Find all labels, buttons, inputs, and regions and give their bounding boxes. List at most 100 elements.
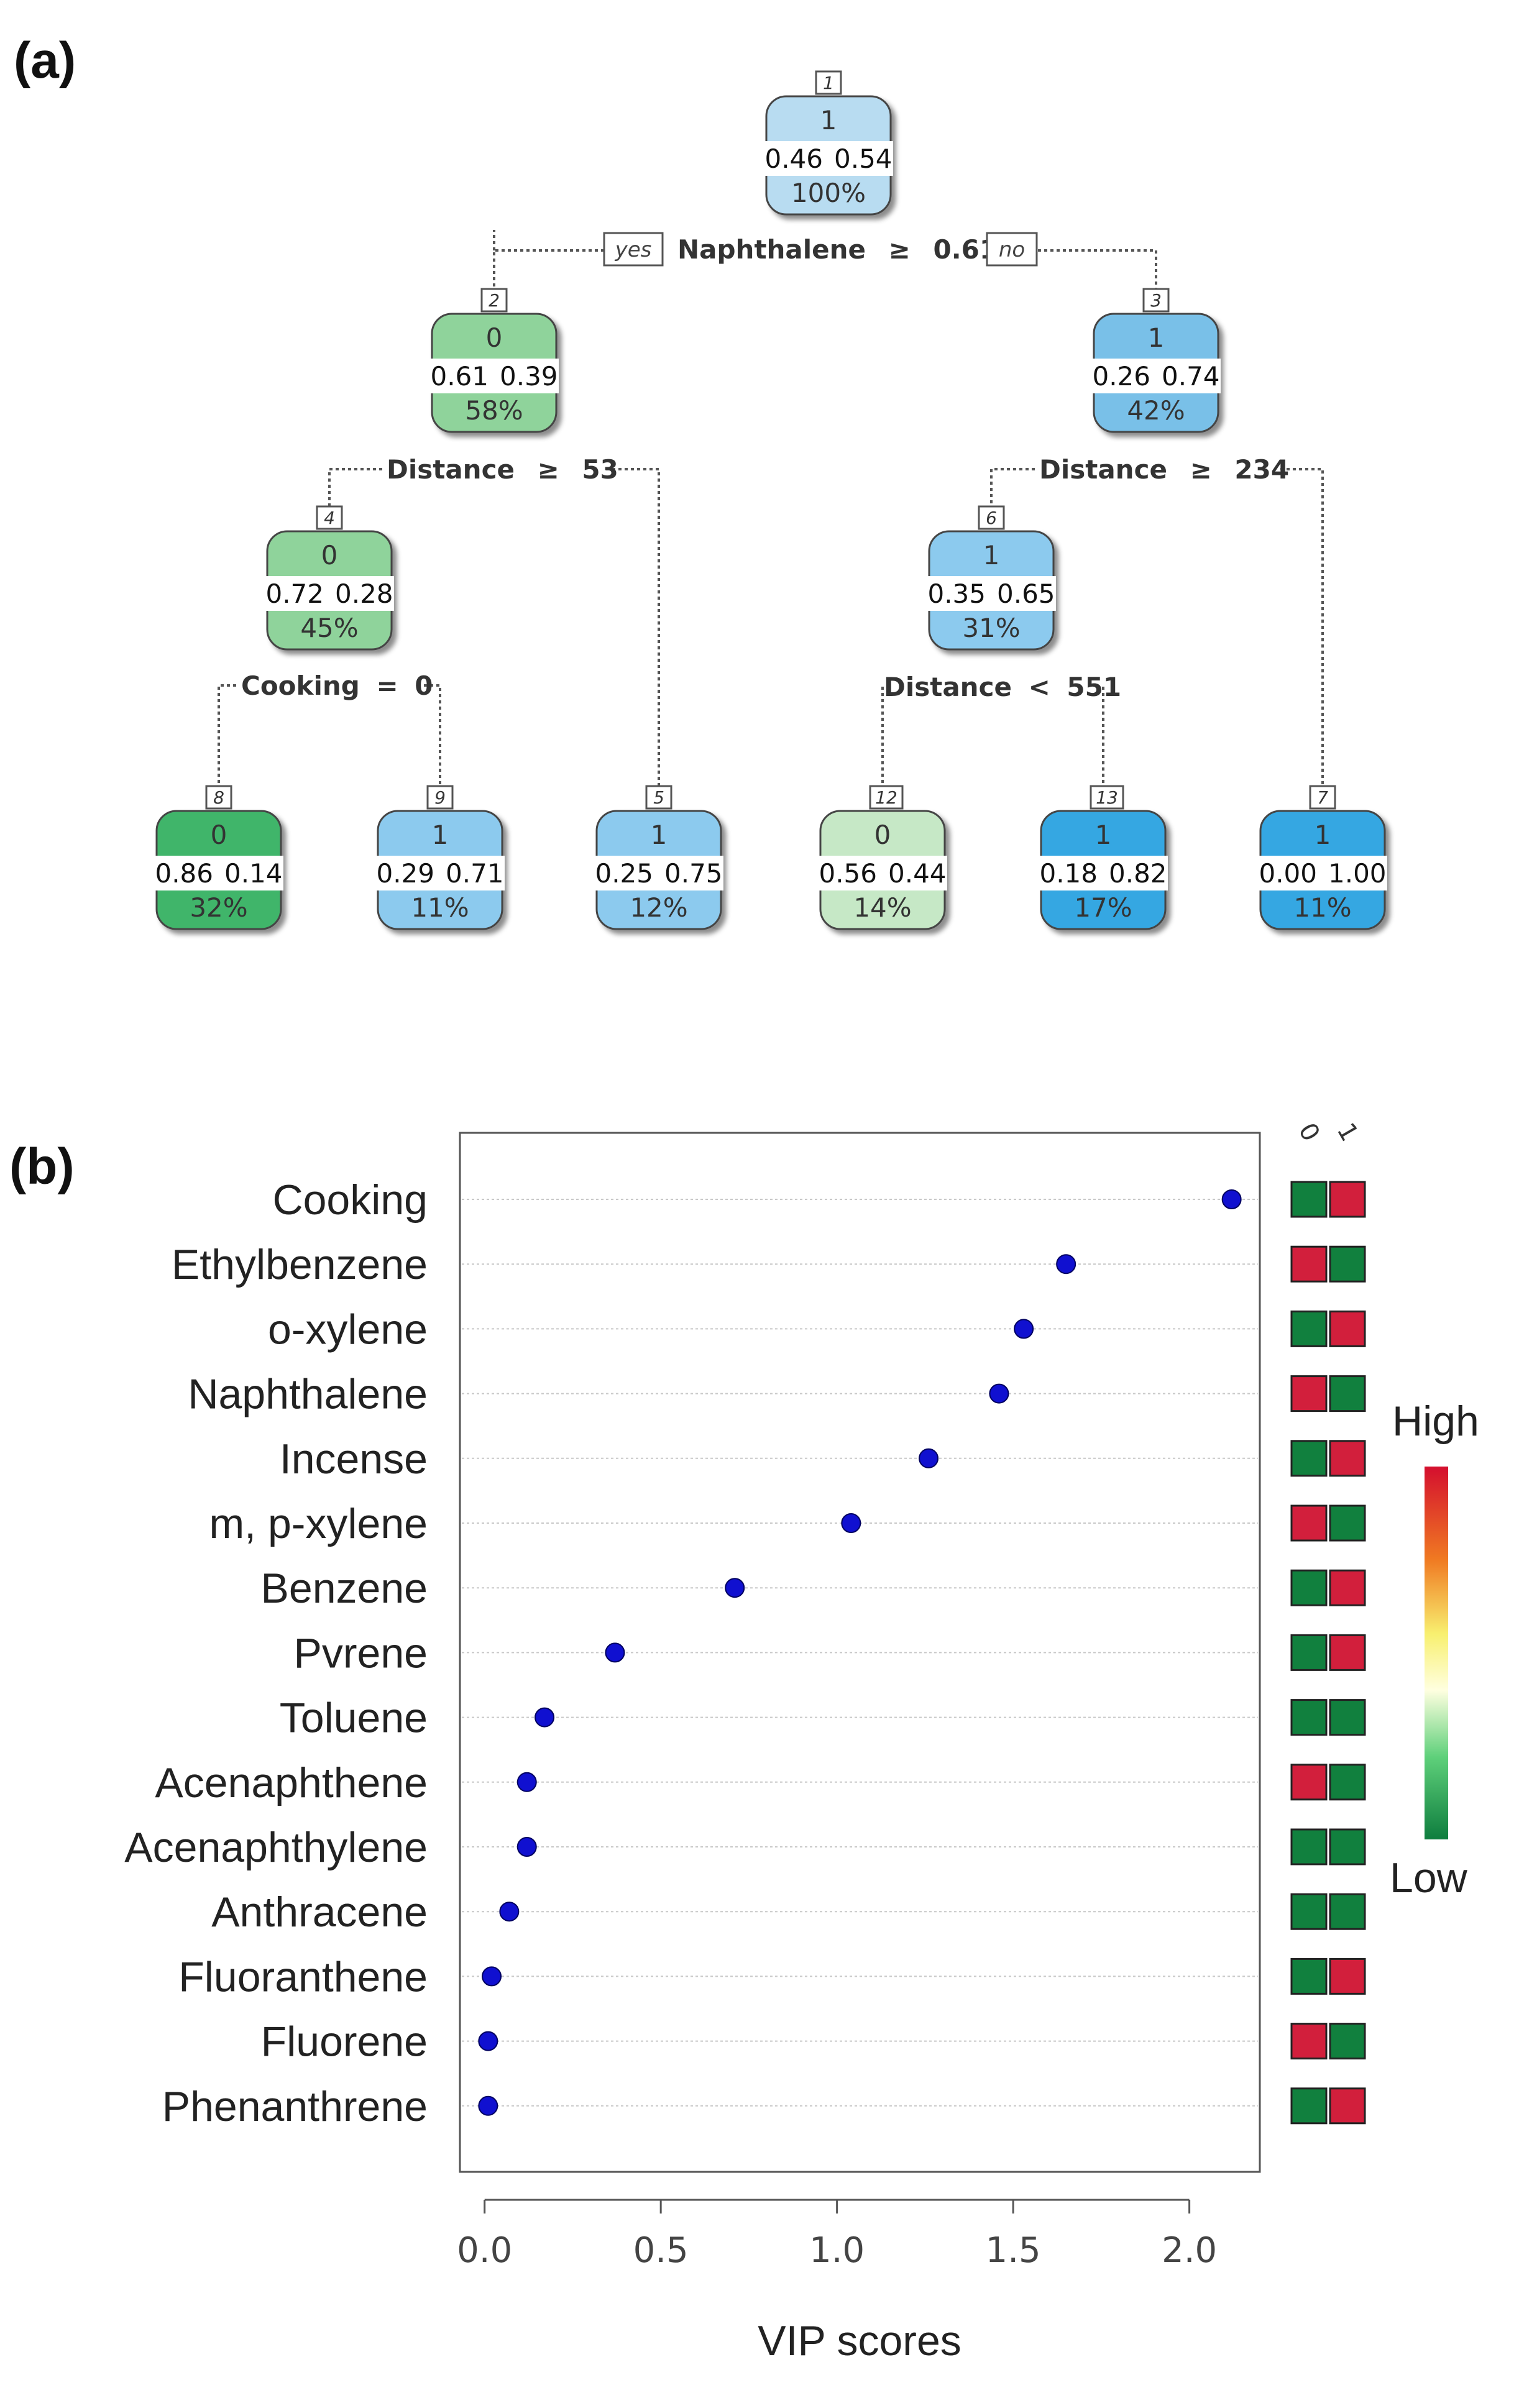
- edge-n6-right: [1097, 685, 1104, 786]
- node-id: 3: [1150, 290, 1162, 311]
- x-tick-label: 1.5: [986, 2230, 1041, 2271]
- node-probs: 0.00 1.00: [1259, 858, 1386, 889]
- node-p1: 0.65: [997, 579, 1055, 609]
- heatmap-cell: [1290, 1764, 1328, 1801]
- node-class: 1: [820, 105, 837, 135]
- node-class: 1: [432, 820, 449, 850]
- panel-a-label: (a): [14, 32, 76, 89]
- variable-label: Anthracene: [211, 1888, 428, 1936]
- node-id-box: [426, 785, 454, 810]
- vip-point: [535, 1707, 555, 1728]
- node-prob-band: [375, 856, 505, 890]
- heatmap-cell: [1329, 1504, 1366, 1542]
- node-p1: 0.74: [1162, 361, 1220, 391]
- vip-point: [989, 1383, 1009, 1404]
- tree-nodes: 1 1 0.46 0.54 100% 2 0 0.61 0.39 58% 3 1 0.26 0.74 42%…: [154, 70, 1387, 930]
- heatmap-cell: [1290, 1634, 1328, 1671]
- tree-node-1: 1 1 0.46 0.54 100%: [764, 70, 893, 216]
- edge-n3-left: [990, 468, 1035, 506]
- variable-label: Toluene: [280, 1695, 428, 1742]
- heatmap-cell: [1290, 1440, 1328, 1477]
- split-n3-text: Distance ≥ 234: [1039, 454, 1289, 485]
- node-class: 1: [983, 540, 1000, 570]
- split-n6-op: <: [1029, 672, 1050, 702]
- split-n3: Distance ≥ 234: [1039, 454, 1289, 485]
- node-p0: 0.29: [376, 858, 434, 889]
- legend-color-bar: [1425, 1467, 1448, 1839]
- node-id: 2: [489, 290, 500, 311]
- node-probs: 0.25 0.75: [595, 858, 722, 889]
- heatmap-cell: [1290, 1181, 1328, 1218]
- node-prob-band: [154, 856, 283, 890]
- heatmap-cell: [1329, 1440, 1366, 1477]
- x-tick-label: 0.0: [457, 2230, 512, 2271]
- node-prob-band: [764, 141, 893, 176]
- node-prob-band: [818, 856, 947, 890]
- vip-chart: Cooking Ethylbenzene o-xylene Naphthalene In…: [124, 1118, 1479, 2365]
- split-n6-var: Distance: [884, 672, 1012, 702]
- tree-node-3: 3 1 0.26 0.74 42%: [1091, 288, 1221, 433]
- edge-root-left: [493, 249, 604, 292]
- heatmap-cell: [1329, 2023, 1366, 2060]
- heatmap-cell: [1329, 1764, 1366, 1801]
- legend-high-label: High: [1392, 1398, 1479, 1445]
- split-n4-value: 0: [415, 671, 433, 701]
- vip-point: [841, 1513, 861, 1533]
- node-id: 4: [324, 508, 335, 528]
- vip-point: [516, 1837, 537, 1857]
- heatmap-cell: [1290, 1569, 1328, 1606]
- no-box: [986, 232, 1038, 267]
- heatmap-cell: [1290, 1375, 1328, 1412]
- heatmap-cell: [1290, 2087, 1328, 2125]
- node-p0: 0.35: [927, 579, 986, 609]
- heatmap-cell: [1290, 1828, 1328, 1866]
- node-probs: 0.26 0.74: [1092, 361, 1219, 391]
- variable-label: Incense: [280, 1435, 428, 1483]
- node-prob-band: [594, 856, 723, 890]
- split-n2-op: ≥: [538, 454, 559, 485]
- vip-labels: Cooking Ethylbenzene o-xylene Naphthalene In…: [124, 1176, 428, 2130]
- split-root-op: ≥: [889, 234, 911, 265]
- x-tick-label: 1.0: [809, 2230, 865, 2271]
- node-id-box: [1090, 785, 1124, 810]
- node-probs: 0.86 0.14: [155, 858, 282, 889]
- node-class: 1: [651, 820, 668, 850]
- node-id: 13: [1096, 787, 1118, 808]
- edge-n4-left: [218, 684, 236, 786]
- heatmap-cell: [1290, 1957, 1328, 1995]
- vip-point: [478, 2095, 498, 2116]
- node-id: 12: [875, 787, 897, 808]
- variable-label: Pvrene: [294, 1629, 428, 1677]
- x-axis-title: VIP scores: [758, 2317, 961, 2365]
- node-p0: 0.46: [764, 144, 823, 174]
- node-percent: 11%: [411, 892, 469, 923]
- node-p1: 0.82: [1109, 858, 1167, 889]
- heatmap-cell: [1329, 1181, 1366, 1218]
- tree-node-2: 2 0 0.61 0.39 58%: [429, 288, 559, 433]
- heatmap-cell: [1329, 1699, 1366, 1736]
- split-n4-var: Cooking: [241, 671, 360, 701]
- node-id: 9: [434, 787, 446, 808]
- node-class: 0: [874, 820, 891, 850]
- node-p0: 0.00: [1259, 858, 1317, 889]
- split-n3-op: ≥: [1190, 454, 1212, 485]
- vip-point: [1056, 1254, 1076, 1275]
- x-tick-label: 2.0: [1162, 2230, 1217, 2271]
- variable-label: Cooking: [273, 1176, 428, 1224]
- node-percent: 31%: [962, 613, 1020, 643]
- node-probs: 0.29 0.71: [376, 858, 503, 889]
- vip-x-axis: 0.0 0.5 1.0 1.5 2.0: [457, 2199, 1217, 2271]
- node-p1: 0.75: [664, 858, 723, 889]
- vip-point: [516, 1772, 537, 1792]
- node-class: 1: [1315, 820, 1331, 850]
- node-class: 0: [486, 323, 503, 353]
- node-p0: 0.61: [430, 361, 489, 391]
- variable-label: Phenanthrene: [162, 2083, 428, 2130]
- node-id: 6: [986, 508, 997, 528]
- split-n2-var: Distance: [387, 454, 515, 485]
- heatmap-cell: [1290, 1310, 1328, 1347]
- node-p1: 1.00: [1328, 858, 1387, 889]
- node-p0: 0.72: [265, 579, 324, 609]
